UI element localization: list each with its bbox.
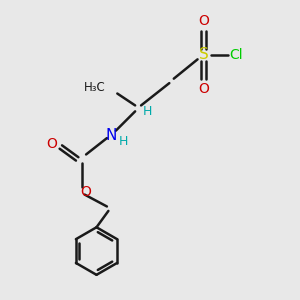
Text: Cl: Cl xyxy=(230,48,243,62)
Text: O: O xyxy=(46,137,57,151)
Text: O: O xyxy=(198,14,209,28)
Text: O: O xyxy=(198,82,209,96)
Text: H₃C: H₃C xyxy=(84,81,105,94)
Text: N: N xyxy=(106,128,117,142)
Text: H: H xyxy=(118,135,128,148)
Text: S: S xyxy=(199,47,208,62)
Text: H: H xyxy=(142,105,152,118)
Text: O: O xyxy=(81,184,92,199)
